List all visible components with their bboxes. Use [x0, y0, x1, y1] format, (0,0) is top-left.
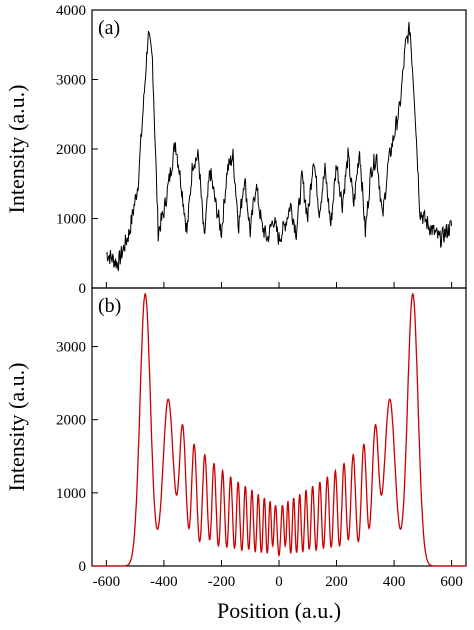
x-tick-label: 400	[383, 574, 406, 590]
y-tick-label: 2000	[56, 413, 86, 429]
panel-b-x-ticks: -600 -400 -200 0 200 400 600	[93, 560, 463, 590]
panel-b-label: (b)	[98, 295, 121, 317]
panel-a-frame	[91, 9, 467, 289]
panel-b-series-line	[92, 292, 466, 567]
y-tick-label: 3000	[56, 73, 86, 89]
x-tick-label: -600	[93, 574, 121, 590]
panel-a-label: (a)	[98, 17, 120, 39]
panel-a: 0 1000 2000 3000 4000 (a) Intensity (a.u.)	[4, 3, 467, 297]
x-tick-label: 600	[440, 574, 463, 590]
y-tick-label: 0	[79, 559, 87, 575]
y-tick-label: 4000	[56, 3, 86, 19]
panel-a-series-line	[106, 21, 453, 272]
x-axis-title: Position (a.u.)	[217, 598, 341, 623]
panel-a-y-ticks: 0 1000 2000 3000 4000	[56, 3, 98, 297]
y-tick-label: 1000	[56, 212, 86, 228]
x-tick-label: -200	[208, 574, 236, 590]
x-tick-label: 200	[325, 574, 348, 590]
y-tick-label: 2000	[56, 142, 86, 158]
panel-a-x-ticks	[105, 282, 453, 288]
y-tick-label: 1000	[56, 486, 86, 502]
panel-b-y-axis-title: Intensity (a.u.)	[4, 363, 29, 492]
panel-b-y-ticks: 0 1000 2000 3000	[56, 340, 98, 575]
panel-a-y-axis-title: Intensity (a.u.)	[4, 85, 29, 214]
y-tick-label: 0	[79, 281, 87, 297]
x-tick-label: -400	[150, 574, 178, 590]
y-tick-label: 3000	[56, 340, 86, 356]
panel-b: 0 1000 2000 3000 -600 -400 -200 0 200 400 600 (b)…	[4, 287, 467, 623]
x-tick-label: 0	[275, 574, 283, 590]
